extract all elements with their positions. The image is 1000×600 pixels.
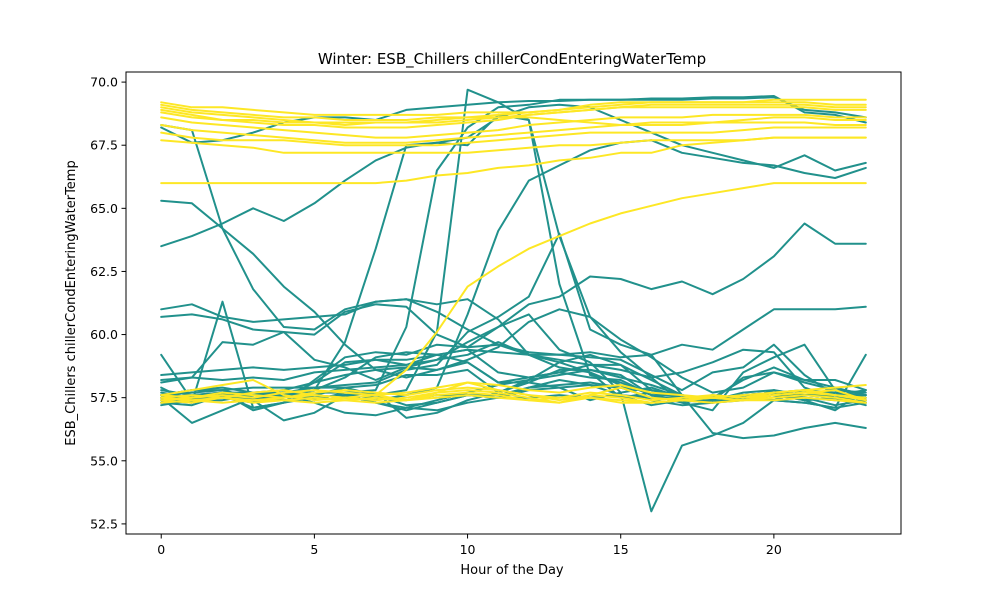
chart-title: Winter: ESB_Chillers chillerCondEntering…: [318, 50, 706, 69]
x-axis-label: Hour of the Day: [460, 563, 564, 578]
series-line-42: [160, 391, 867, 404]
series-line-35: [160, 136, 867, 185]
series-line-32: [160, 121, 867, 144]
series-line-5: [160, 222, 867, 349]
x-tick-label: 0: [157, 542, 165, 557]
series-line-30: [160, 111, 867, 126]
series-line-31: [160, 113, 867, 139]
axes-layer: 0 5 10 15 20 52.5 55.0 57.5 60.0 62.5 65.0 67.5 70.0: [90, 75, 782, 557]
series-line-33: [160, 126, 867, 147]
series-line-19: [160, 232, 867, 440]
series-layer: [160, 88, 867, 513]
y-tick-label: 52.5: [90, 516, 118, 531]
series-line-24: [160, 95, 867, 402]
y-axis-label: ESB_Chillers chillerCondEnteringWaterTem…: [64, 160, 79, 445]
series-line-28: [160, 103, 867, 124]
x-tick-label: 10: [460, 542, 476, 557]
y-tick-label: 62.5: [90, 264, 118, 279]
x-tick-label: 20: [766, 542, 782, 557]
plot-frame: [125, 71, 902, 535]
y-tick-label: 55.0: [90, 453, 118, 468]
series-line-27: [160, 101, 867, 121]
y-tick-label: 70.0: [90, 75, 118, 90]
series-line-2: [160, 199, 867, 394]
y-tick-label: 60.0: [90, 327, 118, 342]
x-tick-label: 15: [613, 542, 629, 557]
y-tick-label: 57.5: [90, 390, 118, 405]
x-tick-label: 5: [310, 542, 318, 557]
series-line-18: [160, 348, 867, 399]
series-line-38: [160, 381, 867, 402]
y-tick-label: 67.5: [90, 138, 118, 153]
series-line-7: [160, 331, 867, 399]
series-line-20: [160, 313, 867, 513]
series-line-41: [160, 386, 867, 402]
y-tick-label: 65.0: [90, 201, 118, 216]
